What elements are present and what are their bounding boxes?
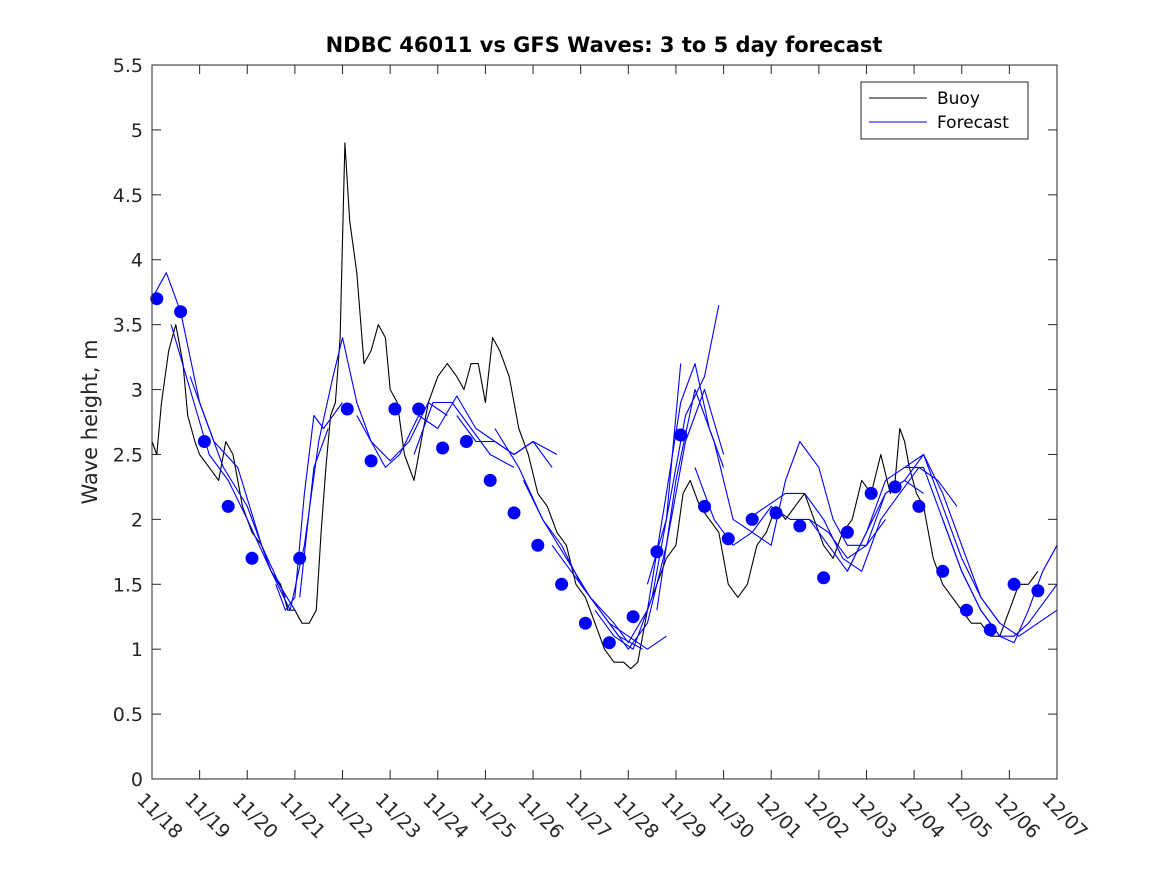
x-tick-label: 11/25 <box>466 789 520 843</box>
forecast-series-line-3 <box>189 376 286 598</box>
forecast-series-line-7 <box>356 401 448 462</box>
forecast-series-line-5 <box>289 337 439 611</box>
forecast-series-line-17 <box>646 305 720 585</box>
forecast-point <box>1031 584 1045 598</box>
forecast-point <box>197 435 211 448</box>
forecast-point <box>483 473 497 487</box>
y-axis-label: Wave height, m <box>78 339 102 504</box>
forecast-point <box>983 623 997 637</box>
forecast-series-line-10 <box>456 415 553 468</box>
forecast-point <box>840 525 854 539</box>
forecast-series-line-22 <box>846 453 1058 637</box>
forecast-point <box>555 577 569 591</box>
plot-area <box>152 65 1057 779</box>
forecast-point <box>864 486 878 500</box>
forecast-point <box>817 571 831 585</box>
forecast-series-line-20 <box>747 466 958 572</box>
forecast-point <box>340 402 354 416</box>
forecast-point <box>412 402 426 416</box>
forecast-point <box>745 512 759 526</box>
forecast-series-line-2 <box>170 324 296 611</box>
x-tick-label: 11/19 <box>180 789 234 843</box>
legend-label-forecast: Forecast <box>937 113 1009 133</box>
y-tick-label: 1.5 <box>113 574 143 596</box>
x-tick-label: 11/21 <box>275 789 329 843</box>
forecast-point <box>721 532 735 546</box>
forecast-point <box>674 428 688 442</box>
y-tick-label: 1 <box>131 639 143 661</box>
x-tick-label: 12/06 <box>990 789 1044 843</box>
forecast-point <box>436 441 450 455</box>
x-tick-label: 11/22 <box>323 789 377 843</box>
x-tick-label: 12/03 <box>847 789 901 843</box>
forecast-point <box>1007 577 1021 591</box>
forecast-point <box>769 506 783 520</box>
y-tick-label: 4.5 <box>113 185 143 207</box>
y-tick-label: 3 <box>131 380 143 402</box>
forecast-series-line-24 <box>942 519 1058 644</box>
y-tick-label: 0.5 <box>113 704 143 726</box>
x-tick-label: 11/20 <box>228 789 282 843</box>
forecast-point <box>388 402 402 416</box>
x-tick-label: 12/04 <box>895 789 949 843</box>
x-tick-label: 11/23 <box>371 789 425 843</box>
x-tick-label: 11/26 <box>514 789 568 843</box>
legend: Buoy Forecast <box>860 81 1029 140</box>
forecast-point <box>174 305 188 319</box>
x-tick-label: 11/27 <box>561 789 615 843</box>
forecast-point <box>698 499 711 513</box>
axes-box <box>151 64 1058 780</box>
forecast-point <box>293 551 307 565</box>
x-tick-label: 11/24 <box>418 789 472 843</box>
y-tick-label: 4 <box>131 250 143 272</box>
forecast-point <box>507 506 521 520</box>
legend-label-buoy: Buoy <box>937 89 980 109</box>
y-tick-label: 5 <box>131 120 143 142</box>
x-tick-label: 12/01 <box>752 789 806 843</box>
forecast-point <box>912 499 926 513</box>
forecast-point <box>531 538 545 552</box>
forecast-point <box>459 435 473 448</box>
y-tick-label: 2 <box>131 509 143 531</box>
x-tick-label: 12/02 <box>799 789 853 843</box>
y-tick-label: 0 <box>131 769 143 791</box>
forecast-point <box>626 610 640 624</box>
forecast-series-line-14 <box>594 363 682 650</box>
forecast-point <box>364 454 378 468</box>
y-tick-label: 2.5 <box>113 444 143 466</box>
forecast-point <box>888 480 902 494</box>
forecast-point <box>650 545 664 559</box>
forecast-point <box>245 551 259 565</box>
forecast-point <box>793 519 807 533</box>
forecast-point <box>150 292 164 306</box>
y-tick-label: 5.5 <box>113 55 143 77</box>
x-tick-label: 11/18 <box>132 789 186 843</box>
forecast-series-line-11 <box>494 428 629 644</box>
forecast-point <box>221 499 235 513</box>
x-tick-label: 11/30 <box>704 789 758 843</box>
forecast-series-line-4 <box>275 402 343 611</box>
forecast-point <box>578 616 592 630</box>
forecast-series-line-8 <box>413 401 515 468</box>
chart-title: NDBC 46011 vs GFS Waves: 3 to 5 day fore… <box>326 33 883 57</box>
forecast-point <box>960 603 973 617</box>
x-tick-label: 12/05 <box>942 789 996 843</box>
x-tick-label: 11/29 <box>656 789 710 843</box>
x-tick-label: 12/07 <box>1037 789 1091 843</box>
y-tick-label: 3.5 <box>113 315 143 337</box>
x-tick-label: 11/28 <box>609 789 663 843</box>
legend-box <box>860 81 1029 140</box>
plot-layer <box>150 142 1058 670</box>
forecast-point <box>936 564 950 578</box>
forecast-point <box>602 636 616 650</box>
